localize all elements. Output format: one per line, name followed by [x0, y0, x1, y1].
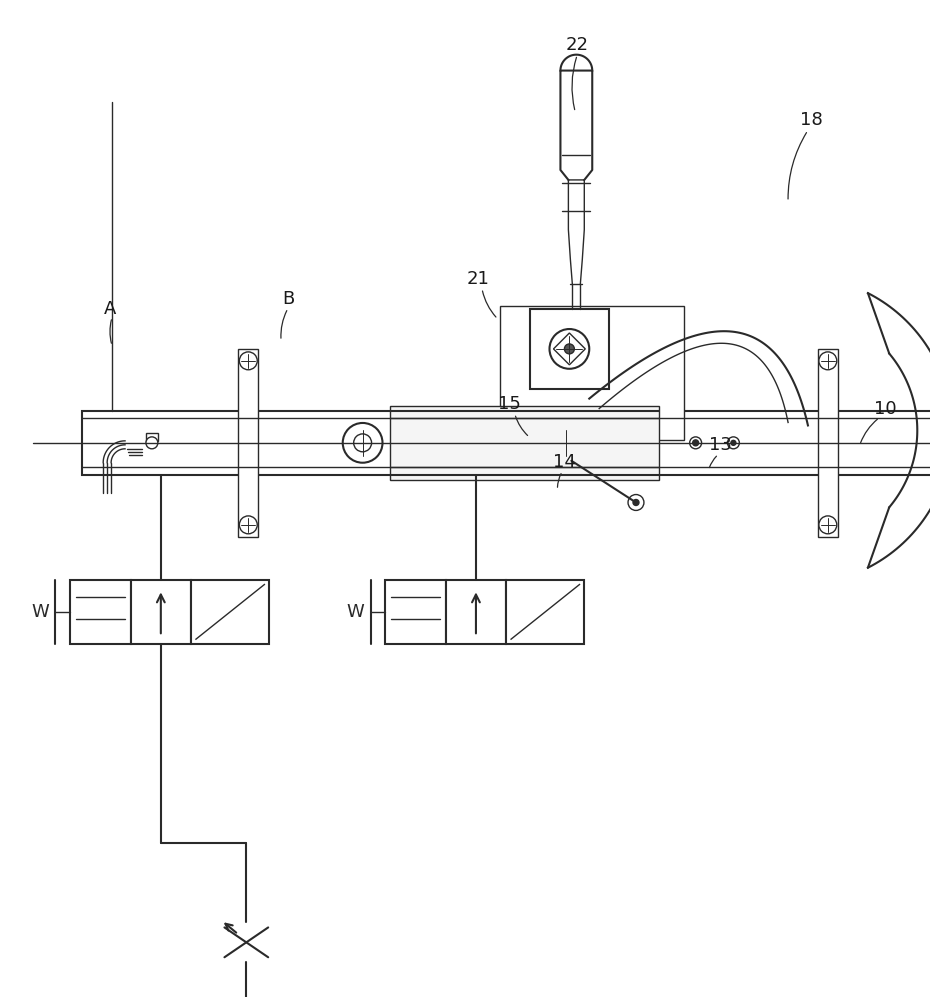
Circle shape [146, 437, 158, 449]
Bar [191, 580, 270, 644]
Circle shape [547, 423, 586, 463]
Circle shape [342, 423, 383, 463]
Circle shape [728, 437, 739, 449]
Polygon shape [553, 333, 585, 365]
Text: A: A [104, 300, 117, 318]
Text: 22: 22 [565, 36, 589, 54]
Bar [390, 406, 659, 480]
Bar [131, 580, 191, 644]
Text: 21: 21 [466, 270, 490, 288]
Circle shape [819, 516, 837, 534]
Circle shape [731, 440, 736, 445]
Text: 10: 10 [874, 400, 897, 418]
Bar [500, 306, 684, 440]
Circle shape [564, 344, 575, 354]
Circle shape [354, 434, 371, 452]
Circle shape [240, 352, 258, 370]
Circle shape [819, 352, 837, 370]
Text: 14: 14 [553, 453, 576, 471]
Circle shape [557, 434, 576, 452]
Bar [818, 349, 838, 537]
Circle shape [550, 329, 590, 369]
Circle shape [633, 500, 639, 505]
Text: 18: 18 [800, 111, 822, 129]
Bar [385, 580, 446, 644]
Circle shape [240, 516, 258, 534]
Circle shape [628, 495, 644, 510]
Circle shape [689, 437, 702, 449]
Bar [70, 580, 131, 644]
Bar [506, 580, 584, 644]
Bar [238, 349, 258, 537]
Bar [82, 411, 933, 475]
Text: 15: 15 [498, 395, 522, 413]
Bar [146, 433, 158, 441]
Bar [530, 309, 609, 389]
Bar [446, 580, 506, 644]
Text: B: B [282, 290, 294, 308]
Circle shape [692, 440, 699, 446]
Text: 13: 13 [709, 436, 731, 454]
Text: W: W [347, 603, 365, 621]
Text: W: W [32, 603, 49, 621]
